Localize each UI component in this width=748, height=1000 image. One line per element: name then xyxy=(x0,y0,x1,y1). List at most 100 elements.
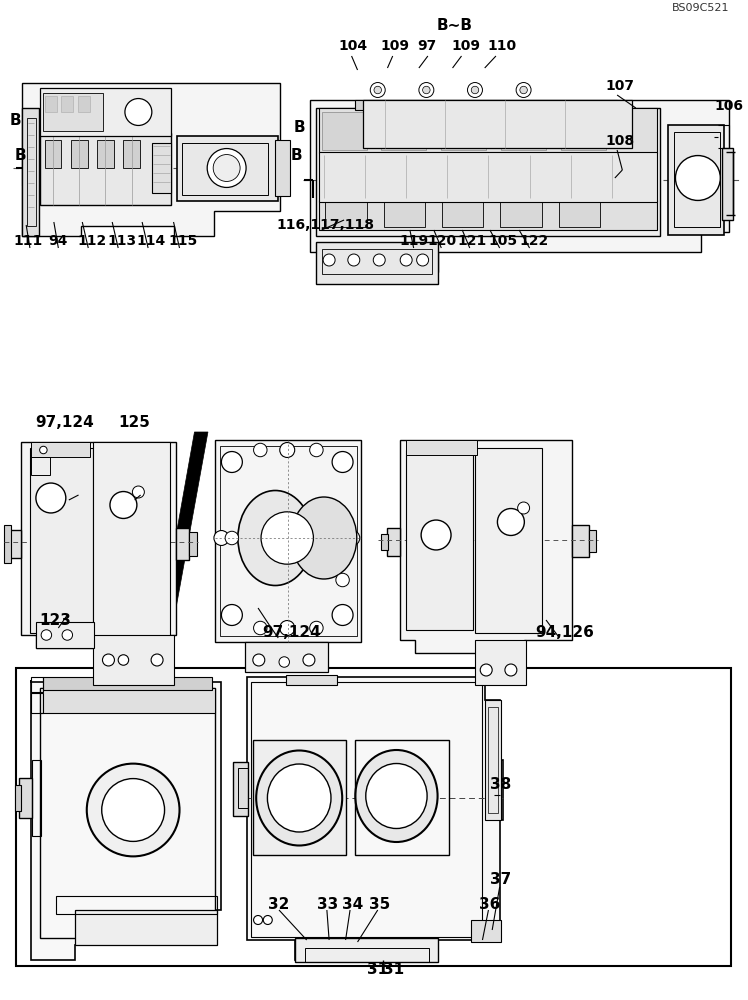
Circle shape xyxy=(41,630,52,640)
Bar xyxy=(30,448,94,633)
Bar xyxy=(182,143,268,195)
Text: BS09C521: BS09C521 xyxy=(672,3,729,13)
Text: 108: 108 xyxy=(606,134,635,148)
Bar xyxy=(500,202,542,227)
Circle shape xyxy=(675,156,720,200)
Circle shape xyxy=(225,531,239,545)
Circle shape xyxy=(221,452,242,472)
Bar xyxy=(319,152,657,202)
Bar xyxy=(295,938,438,962)
Bar xyxy=(561,112,606,150)
Text: 34: 34 xyxy=(342,897,363,912)
Text: 109: 109 xyxy=(380,39,409,53)
Circle shape xyxy=(505,664,517,676)
Polygon shape xyxy=(31,680,221,960)
Bar xyxy=(94,442,170,637)
Circle shape xyxy=(102,779,165,841)
Bar xyxy=(36,622,94,648)
Polygon shape xyxy=(22,83,280,236)
Bar xyxy=(40,88,171,136)
Circle shape xyxy=(261,512,313,564)
Bar xyxy=(78,96,90,112)
Bar xyxy=(363,100,632,148)
Text: B: B xyxy=(294,120,306,135)
Text: 110: 110 xyxy=(488,39,517,53)
Bar xyxy=(355,740,449,855)
Bar xyxy=(572,525,589,557)
Text: B: B xyxy=(10,113,22,128)
Bar xyxy=(674,132,720,227)
Circle shape xyxy=(151,654,163,666)
Bar xyxy=(238,768,248,808)
Bar xyxy=(32,760,41,836)
Bar xyxy=(245,642,328,672)
Text: 94: 94 xyxy=(49,234,68,248)
Bar xyxy=(22,108,39,236)
Bar xyxy=(322,112,367,150)
Bar xyxy=(45,140,61,168)
Circle shape xyxy=(348,254,360,266)
Circle shape xyxy=(370,83,385,97)
Text: 38: 38 xyxy=(490,777,511,792)
Bar xyxy=(4,525,11,563)
Bar xyxy=(442,202,483,227)
Bar xyxy=(325,202,367,227)
Bar xyxy=(176,528,189,560)
Text: 97,124: 97,124 xyxy=(35,415,94,430)
Bar xyxy=(233,762,248,816)
Text: 36: 36 xyxy=(479,897,500,912)
Bar xyxy=(40,133,171,205)
Text: 97,124: 97,124 xyxy=(262,625,321,640)
Bar xyxy=(31,693,43,713)
Polygon shape xyxy=(310,100,729,272)
Bar xyxy=(40,688,215,713)
Text: 33: 33 xyxy=(317,897,338,912)
Text: 104: 104 xyxy=(339,39,368,53)
Bar xyxy=(7,530,21,558)
Bar xyxy=(319,108,657,153)
Circle shape xyxy=(303,654,315,666)
Polygon shape xyxy=(400,440,572,653)
Bar xyxy=(123,140,140,168)
Circle shape xyxy=(480,664,492,676)
Circle shape xyxy=(279,657,289,667)
Bar xyxy=(251,682,482,937)
Circle shape xyxy=(110,492,137,518)
Text: 123: 123 xyxy=(39,613,71,628)
Polygon shape xyxy=(21,442,176,648)
Bar xyxy=(589,530,596,552)
Bar xyxy=(384,202,425,227)
Bar xyxy=(355,100,617,110)
Ellipse shape xyxy=(238,491,313,586)
Circle shape xyxy=(221,605,242,625)
Circle shape xyxy=(62,630,73,640)
Text: 32: 32 xyxy=(268,897,289,912)
Circle shape xyxy=(87,764,180,856)
Bar xyxy=(15,785,21,811)
Bar xyxy=(16,668,731,966)
Bar xyxy=(316,108,660,236)
Text: 109: 109 xyxy=(452,39,481,53)
Circle shape xyxy=(423,86,430,94)
Bar xyxy=(97,140,114,168)
Bar xyxy=(56,896,217,914)
Circle shape xyxy=(280,443,295,457)
Circle shape xyxy=(497,509,524,535)
Bar xyxy=(381,534,388,550)
Circle shape xyxy=(36,483,66,513)
Circle shape xyxy=(421,520,451,550)
Circle shape xyxy=(253,654,265,666)
Circle shape xyxy=(373,254,385,266)
Bar xyxy=(406,440,477,455)
Bar xyxy=(220,446,357,636)
Bar xyxy=(71,140,88,168)
Circle shape xyxy=(310,443,323,457)
Text: 114: 114 xyxy=(137,234,166,248)
Text: 113: 113 xyxy=(107,234,136,248)
Text: 121: 121 xyxy=(458,234,487,248)
Circle shape xyxy=(520,86,527,94)
Circle shape xyxy=(471,86,479,94)
Bar xyxy=(19,778,32,818)
Circle shape xyxy=(332,452,353,472)
Bar xyxy=(316,242,438,284)
